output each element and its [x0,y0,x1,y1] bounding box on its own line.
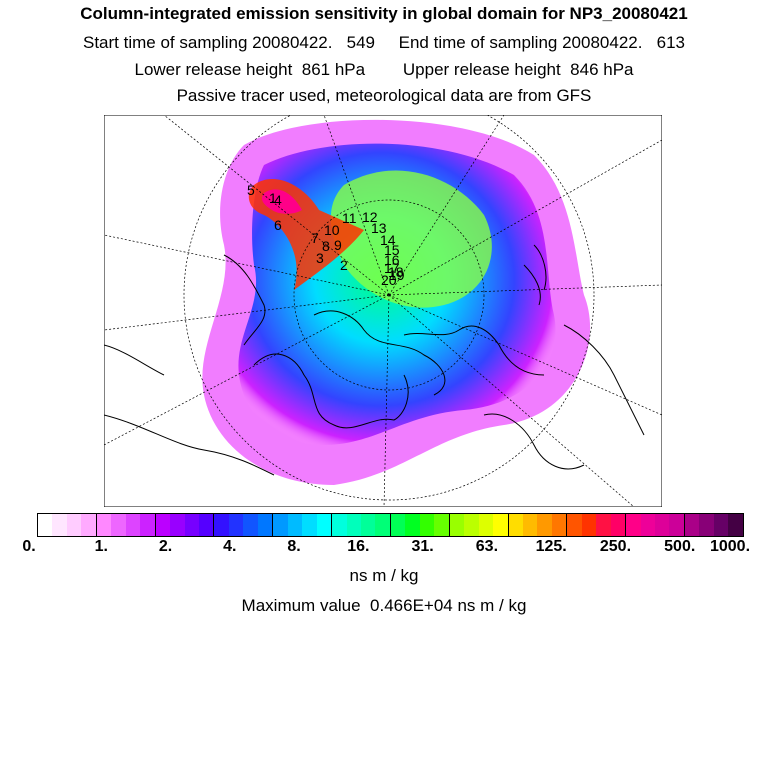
colorbar-tick-label: 4. [223,538,237,555]
colorbar-segment [655,514,670,536]
map-label-5: 5 [247,182,255,198]
colorbar-tick-label: 1. [94,538,108,555]
colorbar-segment [626,514,641,536]
map-label-16: 16 [384,252,400,268]
colorbar-segment [346,514,361,536]
colorbar-segment [478,514,494,536]
maximum-value-text: Maximum value 0.466E+04 ns m / kg [241,596,527,615]
sensitivity-field-inner [330,170,492,308]
release-labels: 5 4 6 10 11 12 13 7 8 9 3 2 14 15 16 17 … [247,182,405,288]
colorbar-segment [140,514,156,536]
map-label-18: 18 [388,264,404,280]
colorbar-segment [38,514,53,536]
colorbar-segment [669,514,685,536]
map-label-14: 14 [380,232,396,248]
colorbar-segment [537,514,552,536]
colorbar-segment [198,514,215,536]
colorbar-segment [449,514,465,536]
colorbar-segment [728,514,743,536]
colorbar-tick-label: 1000. [709,538,751,555]
colorbar-segment [464,514,479,536]
colorbar-tick-label: 63. [475,538,499,555]
colorbar-segment [419,514,435,536]
colorbar-segment [273,514,288,536]
colorbar-segment [610,514,627,536]
colorbar-segment [434,514,450,536]
colorbar-segment [302,514,317,536]
map-label-2: 2 [340,257,348,273]
map-label-11: 11 [342,210,357,226]
colorbar-segment [125,514,141,536]
sensitivity-hotspot-core [261,189,302,214]
colorbar-tick-label: 31. [411,538,434,555]
map-label-9: 9 [334,237,342,253]
coastlines [104,244,645,476]
colorbar-tick-label: 250. [599,538,632,555]
colorbar-tick-label: 125. [535,538,567,555]
map-label-1: 1 [269,190,277,206]
meridian-lines [104,115,662,507]
latitude-circles [183,115,595,501]
map-label-6: 6 [274,217,282,233]
colorbar-tick-label: 0. [22,538,36,555]
colorbar-unit: ns m / kg [349,566,419,585]
colorbar-tick-label: 500. [664,538,696,555]
colorbar-segment [214,514,229,536]
colorbar-segment [567,514,582,536]
colorbar-segment [390,514,406,536]
map-label-3: 3 [316,250,324,266]
colorbar-segment [405,514,420,536]
colorbar-tick-label: 8. [287,538,301,555]
map-label-10: 10 [324,222,340,238]
colorbar-segment [596,514,611,536]
colorbar-segment [81,514,97,536]
colorbar-segment [640,514,656,536]
colorbar-segment [287,514,303,536]
colorbar-segment [52,514,67,536]
map-label-8: 8 [322,238,330,254]
colorbar-segment [375,514,391,536]
map-label-12: 12 [362,209,378,225]
emission-sensitivity-map: 5 4 6 10 11 12 13 7 8 9 3 2 14 15 16 17 … [104,115,662,507]
colorbar-segment [257,514,274,536]
colorbar-segment [522,514,538,536]
colorbar-segment [111,514,126,536]
map-label-17: 17 [384,260,400,276]
plot-title: Column-integrated emission sensitivity i… [80,4,688,23]
map-label-13: 13 [371,220,387,236]
colorbar-segment [699,514,714,536]
colorbar-segment [360,514,376,536]
colorbar-segment [184,514,199,536]
colorbar-segment [243,514,258,536]
release-height-line: Lower release height 861 hPa Upper relea… [134,60,634,79]
colorbar-segment [155,514,171,536]
colorbar-segment [316,514,333,536]
colorbar-segment [684,514,700,536]
colorbar-segment [228,514,244,536]
map-label-20: 20 [381,272,397,288]
colorbar-tick-label: 16. [347,538,370,555]
colorbar-segment [332,514,347,536]
colorbar-tick-label: 2. [158,538,173,555]
colorbar-segment [96,514,112,536]
colorbar-segment [581,514,597,536]
colorbar-segment [66,514,82,536]
sampling-time-line: Start time of sampling 20080422. 549 End… [83,33,685,52]
colorbar-segment [713,514,729,536]
colorbar-segment [508,514,523,536]
tracer-info-line: Passive tracer used, meteorological data… [176,86,592,105]
map-label-4: 4 [274,192,282,208]
map-label-7: 7 [311,230,319,246]
map-label-15: 15 [384,242,400,258]
colorbar-segment [170,514,185,536]
colorbar-segment [493,514,509,536]
map-label-19: 19 [389,267,405,283]
colorbar-segment [551,514,568,536]
colorbar [37,513,744,537]
